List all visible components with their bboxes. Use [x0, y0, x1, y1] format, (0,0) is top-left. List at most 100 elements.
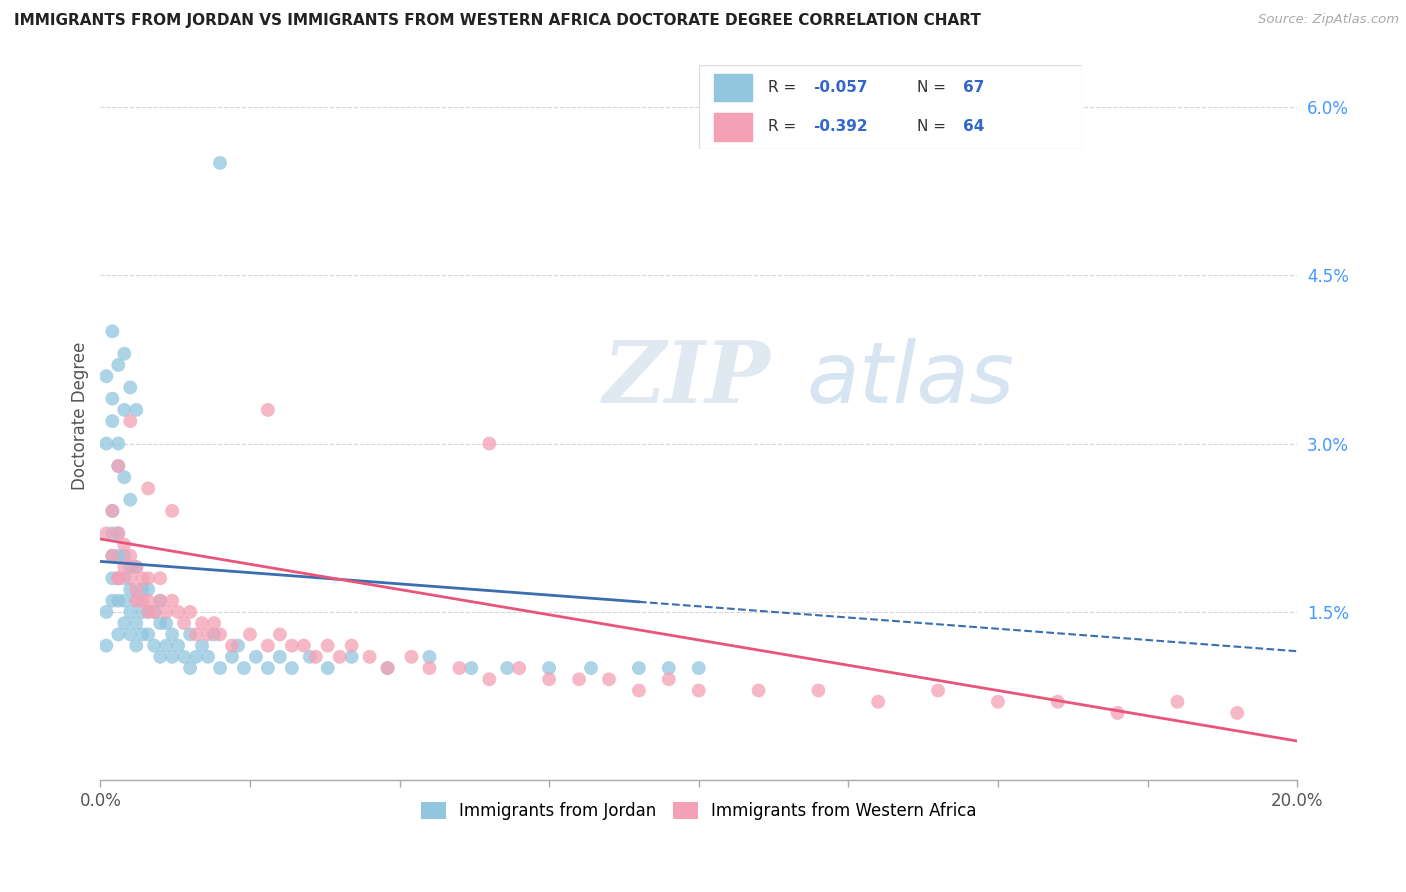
Point: [107, 571, 129, 585]
Point: [748, 683, 770, 698]
Point: [202, 627, 225, 641]
Point: [143, 605, 166, 619]
Point: [120, 492, 142, 507]
Point: [101, 526, 124, 541]
Point: [125, 582, 148, 597]
Point: [125, 560, 148, 574]
Point: [257, 639, 280, 653]
Point: [120, 414, 142, 428]
Point: [233, 661, 256, 675]
Point: [120, 627, 142, 641]
Point: [107, 526, 129, 541]
Point: [508, 661, 530, 675]
Point: [191, 616, 214, 631]
Point: [149, 593, 172, 607]
Point: [197, 627, 219, 641]
Point: [155, 639, 177, 653]
Point: [96, 639, 118, 653]
Text: ZIP: ZIP: [603, 337, 770, 421]
Point: [173, 649, 195, 664]
Point: [131, 571, 153, 585]
Point: [1046, 695, 1069, 709]
Text: Source: ZipAtlas.com: Source: ZipAtlas.com: [1258, 13, 1399, 27]
Point: [107, 458, 129, 473]
Y-axis label: Doctorate Degree: Doctorate Degree: [72, 342, 89, 490]
Point: [120, 560, 142, 574]
Point: [107, 526, 129, 541]
Point: [478, 673, 501, 687]
Point: [136, 482, 159, 496]
Point: [131, 627, 153, 641]
Point: [377, 661, 399, 675]
Point: [340, 649, 363, 664]
Point: [329, 649, 352, 664]
Point: [208, 156, 231, 170]
Point: [136, 605, 159, 619]
Point: [377, 661, 399, 675]
Point: [107, 571, 129, 585]
Point: [807, 683, 830, 698]
Point: [120, 380, 142, 394]
Point: [305, 649, 328, 664]
Point: [136, 571, 159, 585]
Point: [136, 627, 159, 641]
Point: [598, 673, 620, 687]
Point: [149, 571, 172, 585]
Point: [987, 695, 1010, 709]
Point: [269, 627, 291, 641]
Point: [101, 504, 124, 518]
Point: [281, 639, 304, 653]
Point: [1226, 706, 1249, 720]
Point: [316, 639, 339, 653]
Point: [112, 560, 135, 574]
Point: [269, 649, 291, 664]
Point: [221, 639, 243, 653]
Point: [107, 627, 129, 641]
Point: [107, 593, 129, 607]
Point: [112, 538, 135, 552]
Point: [101, 571, 124, 585]
Point: [292, 639, 315, 653]
Point: [538, 673, 561, 687]
Point: [155, 605, 177, 619]
Point: [107, 436, 129, 450]
Point: [101, 392, 124, 406]
Point: [239, 627, 262, 641]
Point: [112, 616, 135, 631]
Point: [107, 458, 129, 473]
Point: [167, 605, 190, 619]
Point: [149, 649, 172, 664]
Point: [112, 347, 135, 361]
Text: atlas: atlas: [807, 337, 1015, 420]
Point: [143, 639, 166, 653]
Point: [418, 649, 440, 664]
Point: [202, 616, 225, 631]
Point: [112, 549, 135, 563]
Point: [101, 324, 124, 338]
Point: [1166, 695, 1188, 709]
Point: [125, 639, 148, 653]
Point: [658, 673, 681, 687]
Point: [179, 605, 201, 619]
Point: [143, 605, 166, 619]
Point: [125, 403, 148, 417]
Point: [359, 649, 381, 664]
Point: [449, 661, 471, 675]
Point: [179, 661, 201, 675]
Point: [125, 593, 148, 607]
Point: [160, 649, 183, 664]
Point: [927, 683, 949, 698]
Point: [160, 627, 183, 641]
Point: [101, 549, 124, 563]
Point: [136, 582, 159, 597]
Text: IMMIGRANTS FROM JORDAN VS IMMIGRANTS FROM WESTERN AFRICA DOCTORATE DEGREE CORREL: IMMIGRANTS FROM JORDAN VS IMMIGRANTS FRO…: [14, 13, 981, 29]
Point: [120, 582, 142, 597]
Point: [112, 403, 135, 417]
Point: [688, 661, 710, 675]
Point: [208, 661, 231, 675]
Point: [418, 661, 440, 675]
Point: [107, 358, 129, 372]
Point: [96, 436, 118, 450]
Point: [208, 627, 231, 641]
Point: [149, 593, 172, 607]
